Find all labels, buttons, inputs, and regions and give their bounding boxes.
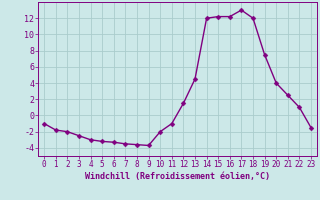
X-axis label: Windchill (Refroidissement éolien,°C): Windchill (Refroidissement éolien,°C): [85, 172, 270, 181]
